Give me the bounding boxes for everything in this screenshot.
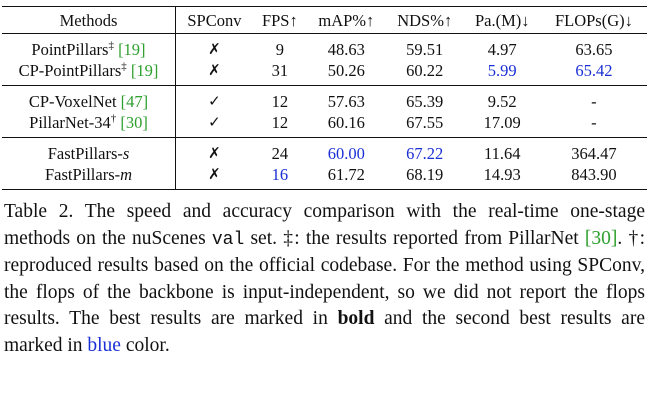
method-name: FastPillars- xyxy=(47,144,123,163)
caption-part-4: and the second best results are marked i… xyxy=(4,308,645,356)
cell-nds: 68.19 xyxy=(406,165,444,184)
table-row: CP-VoxelNet [47] ✓ 12 57.63 65.39 9.52 - xyxy=(2,85,647,112)
cell-method: PillarNet-34† [30] xyxy=(2,112,176,138)
cell-spconv: ✗ xyxy=(208,144,221,162)
table-body: PointPillars‡ [19] ✗ 9 48.63 59.51 4.97 63.65 C… xyxy=(2,33,647,189)
method-name: CP-VoxelNet xyxy=(28,92,117,111)
caption-part-5: color. xyxy=(120,334,170,356)
cell-nds: 60.22 xyxy=(385,60,464,86)
method-footnote-marker: ‡ xyxy=(121,60,127,73)
cell-params: 5.99 xyxy=(463,60,541,86)
method-variant: m xyxy=(120,165,133,184)
cell-flops: 364.47 xyxy=(571,144,617,163)
method-variant: s xyxy=(122,144,130,163)
table-header-row: Methods SPConv FPS↑ mAP%↑ NDS%↑ Pa.(M)↓ … xyxy=(2,7,647,34)
cell-params: 4.97 xyxy=(487,40,517,59)
caption-bold-word: bold xyxy=(337,308,375,329)
cell-nds: 65.39 xyxy=(406,92,444,111)
cell-map: 50.26 xyxy=(306,60,386,86)
cell-map: 60.16 xyxy=(306,112,386,138)
results-table: Methods SPConv FPS↑ mAP%↑ NDS%↑ Pa.(M)↓ … xyxy=(2,7,647,189)
table-row: FastPillars-s ✗ 24 60.00 67.22 11.64 364.47 xyxy=(2,137,647,164)
cell-fps: 24 xyxy=(271,144,289,163)
cell-spconv: ✗ xyxy=(175,60,253,86)
cell-flops: 843.90 xyxy=(571,165,617,184)
cell-spconv: ✓ xyxy=(208,92,221,110)
cell-flops: 63.65 xyxy=(575,40,613,59)
method-citation: [19] xyxy=(130,61,159,80)
method-name: PillarNet-34 xyxy=(29,113,111,132)
cell-method: PointPillars‡ [19] xyxy=(2,33,176,60)
header-flops: FLOPs(G)↓ xyxy=(540,7,647,34)
header-methods: Methods xyxy=(2,7,176,34)
method-footnote-marker: ‡ xyxy=(108,39,114,52)
caption-part-1: Table 2. The speed and accuracy comparis… xyxy=(4,201,645,249)
cell-flops: - xyxy=(591,92,597,111)
cell-fps: 12 xyxy=(252,112,307,138)
caption-part-2: set. ‡: the results reported from Pillar… xyxy=(244,227,585,249)
method-citation: [30] xyxy=(120,113,148,132)
header-map: mAP%↑ xyxy=(306,7,386,34)
cell-flops: - xyxy=(540,112,647,138)
cell-fps: 12 xyxy=(271,92,289,111)
caption-val-keyword: val xyxy=(211,229,245,250)
cell-spconv: ✗ xyxy=(208,165,221,183)
table-frame: Methods SPConv FPS↑ mAP%↑ NDS%↑ Pa.(M)↓ … xyxy=(2,6,647,190)
cell-map: 48.63 xyxy=(327,40,365,59)
results-table-container: Methods SPConv FPS↑ mAP%↑ NDS%↑ Pa.(M)↓ … xyxy=(2,6,647,190)
cell-nds: 67.22 xyxy=(406,144,444,163)
cell-nds: 67.55 xyxy=(385,112,464,138)
method-citation: [47] xyxy=(120,92,149,111)
method-name: PointPillars xyxy=(31,40,109,59)
header-fps: FPS↑ xyxy=(252,7,307,34)
cell-flops: 65.42 xyxy=(540,60,647,86)
method-name: CP-PointPillars xyxy=(18,61,122,80)
cell-spconv: ✗ xyxy=(208,40,221,58)
cell-map: 57.63 xyxy=(327,92,365,111)
cell-method: CP-PointPillars‡ [19] xyxy=(2,60,176,86)
cell-method: FastPillars-m xyxy=(2,164,176,189)
cell-map: 60.00 xyxy=(327,144,365,163)
cell-fps: 9 xyxy=(275,40,284,59)
table-row: PillarNet-34† [30] ✓ 12 60.16 67.55 17.09- xyxy=(2,112,647,138)
cell-params: 17.09 xyxy=(463,112,541,138)
cell-method: FastPillars-s xyxy=(2,137,176,164)
cell-map: 61.72 xyxy=(327,165,365,184)
header-spconv: SPConv xyxy=(175,7,253,34)
cell-method: CP-VoxelNet [47] xyxy=(2,85,176,112)
method-footnote-marker: † xyxy=(110,112,117,125)
table-row: CP-PointPillars‡ [19] ✗ 31 50.26 60.22 5.99 65… xyxy=(2,60,647,86)
cell-fps: 31 xyxy=(252,60,307,86)
table-caption: Table 2. The speed and accuracy comparis… xyxy=(4,199,645,359)
header-nds: NDS%↑ xyxy=(385,7,464,34)
method-name: FastPillars- xyxy=(44,165,121,184)
cell-nds: 59.51 xyxy=(406,40,444,59)
method-citation: [19] xyxy=(118,40,146,59)
caption-citation: [30] xyxy=(584,227,618,249)
table-row: FastPillars-m ✗ 16 61.72 68.19 14.93 843.90 xyxy=(2,164,647,189)
header-params: Pa.(M)↓ xyxy=(463,7,541,34)
caption-part-3: . †: reproduced results based on the off… xyxy=(4,227,645,330)
cell-fps: 16 xyxy=(271,165,289,184)
table-row: PointPillars‡ [19] ✗ 9 48.63 59.51 4.97 63.65 xyxy=(2,33,647,60)
cell-params: 14.93 xyxy=(483,165,521,184)
cell-spconv: ✓ xyxy=(175,112,253,138)
cell-params: 11.64 xyxy=(483,144,521,163)
cell-params: 9.52 xyxy=(487,92,517,111)
caption-blue-word: blue xyxy=(87,334,121,356)
